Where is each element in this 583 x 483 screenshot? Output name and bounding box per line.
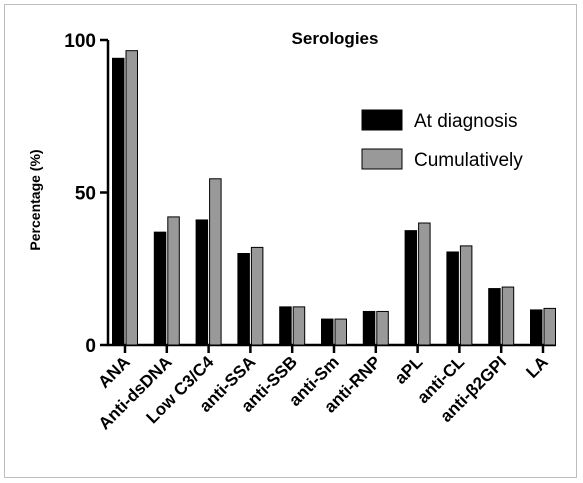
bar-at-diagnosis: [321, 318, 334, 346]
bar-cumulatively: [292, 306, 306, 346]
chart-frame: [4, 4, 577, 478]
x-tick-label: aPL: [391, 352, 426, 387]
bar-at-diagnosis: [362, 310, 376, 346]
bar-cumulatively: [376, 310, 389, 346]
y-tick-label: 100: [64, 31, 96, 52]
bar-at-diagnosis: [195, 219, 209, 346]
bar-at-diagnosis: [237, 253, 250, 346]
bar-at-diagnosis: [279, 306, 292, 346]
bar-cumulatively: [209, 178, 222, 346]
legend-label: At diagnosis: [414, 111, 518, 132]
y-axis-label: Percentage (%): [27, 149, 43, 250]
bar-cumulatively: [543, 307, 556, 346]
legend-swatch: [361, 109, 403, 131]
bar-cumulatively: [125, 50, 138, 346]
bar-at-diagnosis: [112, 57, 125, 346]
y-tick-label: 50: [75, 184, 96, 205]
bar-cumulatively: [418, 222, 431, 346]
bar-cumulatively: [501, 286, 515, 346]
x-tick-label: LA: [522, 352, 551, 381]
bar-at-diagnosis: [488, 288, 501, 346]
bar-cumulatively: [334, 318, 347, 346]
bar-at-diagnosis: [404, 230, 418, 346]
chart-title: Serologies: [292, 29, 379, 48]
legend-swatch: [361, 148, 403, 170]
bar-cumulatively: [250, 246, 264, 346]
bar-at-diagnosis: [446, 251, 459, 346]
y-tick-label: 0: [85, 336, 96, 357]
bar-at-diagnosis: [530, 309, 543, 346]
bar-cumulatively: [167, 216, 180, 346]
bar-at-diagnosis: [153, 231, 167, 346]
bar-cumulatively: [459, 245, 473, 346]
legend-label: Cumulatively: [414, 150, 523, 171]
